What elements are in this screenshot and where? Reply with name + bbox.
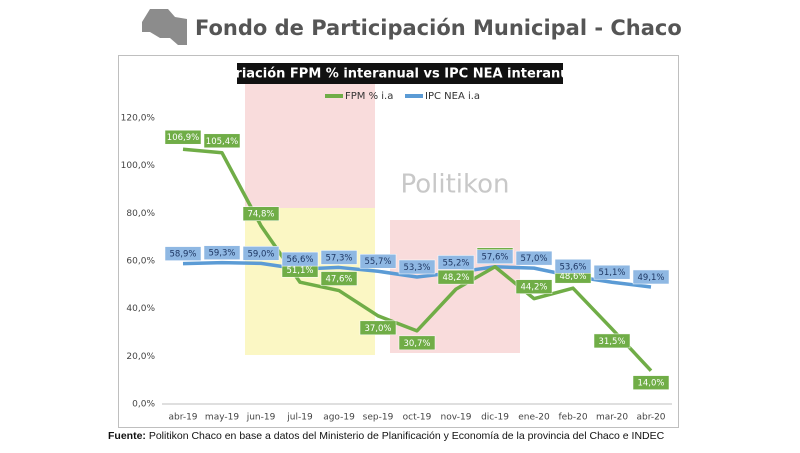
data-label: 53,3% — [403, 263, 430, 273]
data-label: 56,6% — [286, 255, 313, 265]
x-tick-label: may-19 — [205, 413, 239, 423]
data-label: 57,6% — [481, 253, 508, 263]
data-label-box — [593, 333, 631, 349]
data-label: 44,2% — [520, 283, 547, 293]
data-label-box — [164, 246, 202, 261]
data-label-box — [359, 320, 397, 336]
x-tick-label: jun-19 — [246, 413, 276, 423]
data-label-box — [281, 251, 319, 267]
data-label-box — [164, 129, 202, 145]
data-label: 55,7% — [364, 257, 391, 267]
data-label: 105,4% — [206, 137, 238, 147]
x-tick-label: sep-19 — [363, 413, 394, 423]
data-label: 47,6% — [325, 275, 352, 285]
y-tick-label: 120,0% — [121, 114, 156, 124]
data-label-box — [593, 264, 631, 280]
x-tick-label: abr-19 — [168, 413, 197, 423]
y-tick-label: 60,0% — [126, 257, 155, 267]
data-label: 59,3% — [208, 249, 235, 259]
data-label-box — [242, 246, 280, 261]
data-label: 74,8% — [247, 210, 274, 220]
data-label: 57,0% — [520, 254, 547, 264]
x-tick-label: oct-19 — [403, 413, 432, 423]
watermark: Politikon — [400, 170, 509, 200]
data-label: 58,9% — [169, 250, 196, 260]
data-label-box — [320, 250, 358, 265]
x-tick-label: dic-19 — [481, 413, 509, 423]
data-label-box — [398, 335, 436, 351]
data-label-box — [437, 255, 475, 270]
legend-label: IPC NEA i.a — [425, 91, 480, 102]
x-tick-label: ago-19 — [323, 413, 355, 423]
x-tick-label: ene-20 — [518, 413, 550, 423]
x-tick-label: nov-19 — [441, 413, 472, 423]
y-tick-label: 0,0% — [132, 400, 155, 410]
data-label: 53,6% — [559, 262, 586, 272]
data-label: 30,7% — [403, 339, 430, 349]
data-label: 48,2% — [442, 273, 469, 283]
series-line — [182, 147, 653, 372]
y-tick-label: 40,0% — [126, 304, 155, 314]
data-label-box — [476, 249, 514, 264]
data-label-box — [359, 253, 397, 269]
data-label-box — [515, 250, 553, 266]
data-label-box — [203, 133, 241, 149]
x-tick-label: jul-19 — [286, 413, 313, 423]
chart: Fondo de Participación Municipal - Chaco… — [118, 9, 682, 428]
data-label-box — [203, 245, 241, 260]
source-label: Fuente: — [108, 430, 146, 442]
data-label: 57,3% — [325, 253, 352, 263]
x-tick-label: abr-20 — [636, 413, 665, 423]
y-tick-label: 100,0% — [121, 161, 156, 171]
data-label-box — [320, 271, 358, 286]
data-label-box — [398, 259, 436, 275]
data-label-box — [632, 269, 670, 285]
data-label: 49,1% — [637, 273, 664, 283]
y-tick-label: 80,0% — [126, 209, 155, 219]
highlight-zone — [245, 82, 375, 208]
data-label-box — [242, 206, 280, 221]
data-label-box — [632, 375, 670, 390]
footer: Fuente: Politikon Chaco en base a datos … — [108, 430, 664, 442]
data-label: 55,2% — [442, 258, 469, 268]
data-label: 48,6% — [559, 272, 586, 282]
page-title: Fondo de Participación Municipal - Chaco — [195, 16, 682, 40]
data-label: 51,1% — [598, 268, 625, 278]
data-label-box — [554, 259, 592, 274]
legend-label: FPM % i.a — [345, 91, 393, 102]
data-label-box — [515, 279, 553, 294]
source: Politikon Chaco en base a datos del Mini… — [148, 430, 665, 442]
chaco-icon — [142, 9, 187, 45]
x-tick-label: mar-20 — [596, 413, 628, 423]
x-tick-label: feb-20 — [558, 413, 587, 423]
data-label: 31,5% — [598, 337, 625, 347]
data-label: 14,0% — [637, 379, 664, 389]
data-label: 37,0% — [364, 324, 391, 334]
data-label: 106,9% — [167, 133, 199, 143]
data-label-box — [437, 269, 475, 285]
data-label: 51,1% — [286, 266, 313, 276]
title-box — [237, 63, 563, 84]
chart-title: Variación FPM % interanual vs IPC NEA in… — [217, 67, 582, 82]
data-label: 59,0% — [247, 249, 274, 259]
highlight-zone — [390, 220, 520, 353]
y-tick-label: 20,0% — [126, 352, 155, 362]
